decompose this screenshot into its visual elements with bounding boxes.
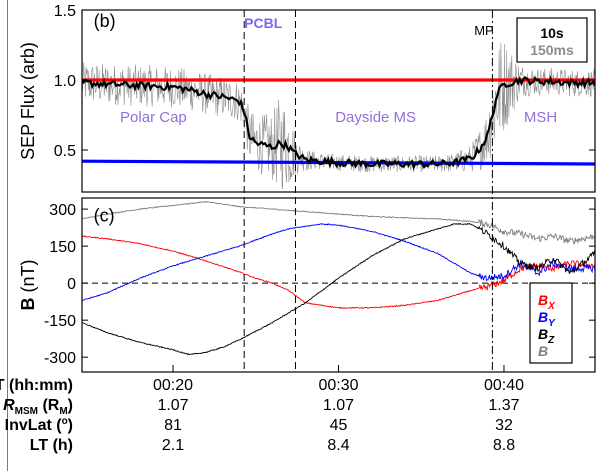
ytick-label: -300 — [44, 350, 76, 367]
ytick-label: 1.5 — [54, 3, 76, 20]
annotation-msh: MSH — [524, 109, 557, 126]
series-b-line — [82, 200, 595, 245]
flux-plot-area — [82, 43, 595, 189]
ytick-label: 1.0 — [54, 73, 76, 90]
ephemeris-row-label-2: RMSM (RM) — [3, 397, 73, 417]
annotation-b: (b) — [94, 11, 116, 31]
series-10s-line — [82, 75, 595, 171]
ephemeris-value-2-3: 1.37 — [488, 397, 519, 414]
legend-entry-b: B — [538, 343, 548, 359]
left-red-margin-line — [7, 0, 8, 471]
legend-box — [516, 17, 588, 63]
ephemeris-value-4-1: 2.1 — [162, 437, 184, 454]
series-bz-line — [82, 222, 595, 356]
ytick-label: 300 — [49, 202, 76, 219]
annotation-mp: MP — [474, 23, 494, 38]
flux-panel-frame — [81, 9, 596, 193]
ephemeris-value-3-3: 32 — [495, 417, 513, 434]
annotation-c: (c) — [94, 206, 115, 226]
legend-box — [529, 282, 573, 364]
ephemeris-value-2-1: 1.07 — [157, 397, 188, 414]
b-field-y-axis-label: B (nT) — [18, 260, 38, 311]
ephemeris-value-3-1: 81 — [164, 417, 182, 434]
ephemeris-row-label-3: InvLat (o) — [5, 416, 73, 434]
ephemeris-row-label-4: LT (h) — [30, 437, 73, 454]
ephemeris-value-1-2: 00:30 — [318, 377, 358, 394]
ytick-label: 150 — [49, 239, 76, 256]
legend-entry-bz: BZ — [538, 326, 555, 346]
legend-entry-by: BY — [538, 309, 556, 329]
annotation-dayside-ms: Dayside MS — [335, 109, 416, 126]
b-field-panel-frame — [81, 197, 596, 373]
b-field-plot-area — [82, 200, 595, 356]
ephemeris-value-3-2: 45 — [330, 417, 348, 434]
legend-entry-bx: BX — [538, 292, 556, 312]
ytick-label: 0.5 — [54, 143, 76, 160]
series-bx-line — [82, 235, 595, 309]
ephemeris-row-label-1: UT (hh:mm) — [0, 377, 73, 394]
ytick-label: 0 — [67, 276, 76, 293]
annotation-pcbl: PCBL — [244, 15, 283, 31]
ephemeris-value-1-3: 00:40 — [484, 377, 524, 394]
ephemeris-value-2-2: 1.07 — [323, 397, 354, 414]
legend-entry-10s: 10s — [540, 25, 564, 41]
ephemeris-value-1-1: 00:20 — [153, 377, 193, 394]
ytick-label: -150 — [44, 313, 76, 330]
series-150ms-line — [82, 43, 595, 189]
legend-entry-150ms: 150ms — [530, 42, 574, 58]
flux-y-axis-label: SEP Flux (arb) — [18, 42, 38, 160]
series-by-line — [82, 223, 595, 301]
annotation-polar-cap: Polar Cap — [120, 109, 187, 126]
ephemeris-value-4-3: 8.8 — [493, 437, 515, 454]
ephemeris-value-4-2: 8.4 — [327, 437, 349, 454]
